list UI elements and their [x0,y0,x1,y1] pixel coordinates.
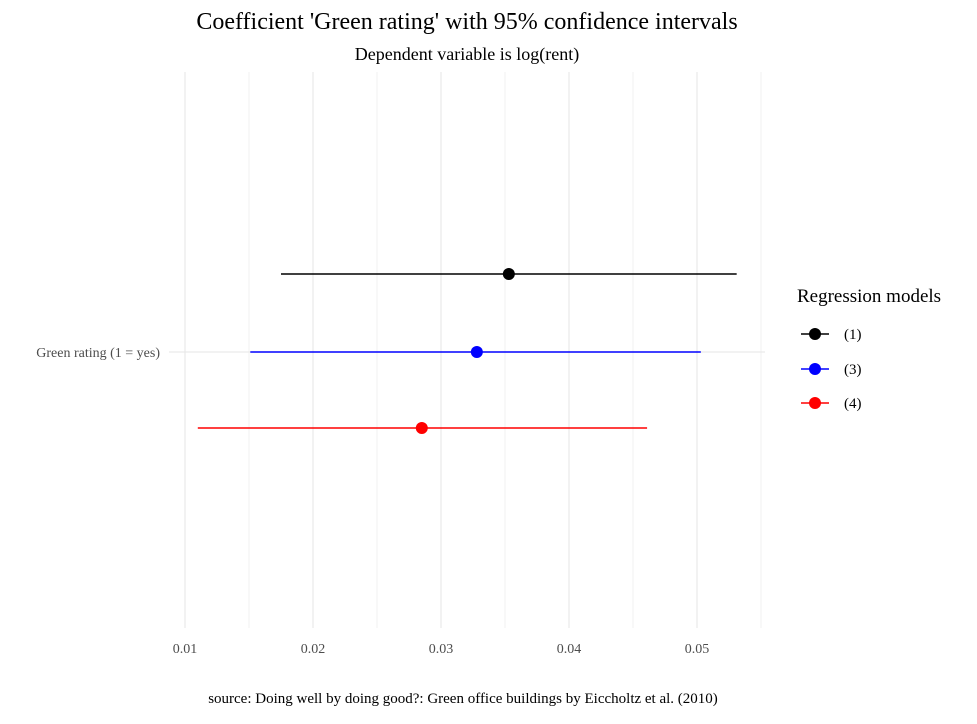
legend-key-point [809,328,821,340]
legend-title: Regression models [797,286,941,307]
point-estimate [415,422,428,434]
legend-items: (1) (3) (4) [801,327,862,412]
legend-label: (3) [844,362,862,378]
chart-subtitle: Dependent variable is log(rent) [355,44,579,65]
chart-caption: source: Doing well by doing good?: Green… [208,691,718,707]
point-estimate [470,346,483,358]
y-category-label: Green rating (1 = yes) [36,346,160,361]
point-estimate [502,268,515,280]
plot-panel [169,72,765,628]
legend-key-point [809,397,821,409]
legend-key-point [809,363,821,375]
chart-title: Coefficient 'Green rating' with 95% conf… [196,9,737,35]
legend: Regression models (1) (3) (4) [797,286,941,412]
x-tick-label: 0.04 [557,642,582,657]
x-tick-label: 0.02 [301,642,326,657]
grid-lines [169,72,765,628]
x-axis-ticks: 0.01 0.02 0.03 0.04 0.05 [173,642,710,657]
x-tick-label: 0.01 [173,642,198,657]
series-layer [197,268,737,434]
legend-label: (1) [844,327,862,343]
legend-label: (4) [844,396,862,412]
x-tick-label: 0.03 [429,642,454,657]
x-tick-label: 0.05 [685,642,710,657]
